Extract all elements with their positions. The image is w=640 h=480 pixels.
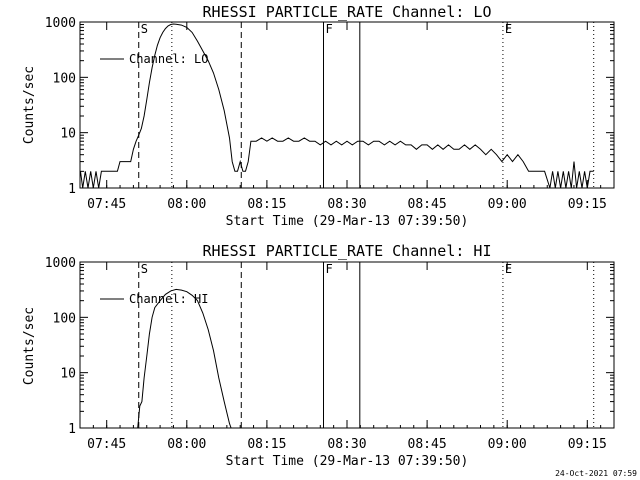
lo-y-tick-label: 1 (68, 182, 76, 197)
hi-series-line (137, 288, 232, 429)
lo-x-tick-label: 09:15 (568, 197, 607, 212)
hi-x-tick-label: 08:00 (167, 437, 206, 452)
hi-plot-frame (79, 261, 615, 429)
hi-legend-label: Channel: HI (129, 292, 208, 306)
hi-y-tick-label: 1 (68, 422, 76, 437)
lo-chart-title: RHESSI PARTICLE_RATE Channel: LO (203, 3, 492, 21)
hi-y-tick-label: 10 (60, 367, 76, 382)
hi-marker-label: F (326, 262, 333, 276)
hi-x-axis-label: Start Time (29-Mar-13 07:39:50) (226, 454, 469, 469)
lo-x-axis-label: Start Time (29-Mar-13 07:39:50) (226, 214, 469, 229)
hi-y-axis-label: Counts/sec (22, 307, 37, 385)
lo-marker-label: F (326, 22, 333, 36)
hi-x-tick-label: 08:30 (327, 437, 366, 452)
hi-y-tick-label: 1000 (45, 256, 76, 271)
lo-x-tick-label: 08:45 (408, 197, 447, 212)
hi-marker-label: E (505, 262, 512, 276)
lo-plot-frame (79, 21, 615, 189)
hi-y-tick-label: 100 (53, 311, 76, 326)
footer-timestamp: 24-Oct-2021 07:59 (555, 469, 637, 478)
lo-channel-panel: RHESSI PARTICLE_RATE Channel: LO Counts/… (22, 3, 615, 229)
hi-chart-title: RHESSI PARTICLE_RATE Channel: HI (203, 242, 492, 260)
lo-x-tick-label: 08:30 (327, 197, 366, 212)
lo-x-tick-label: 08:00 (167, 197, 206, 212)
lo-x-tick-label: 07:45 (87, 197, 126, 212)
hi-x-tick-label: 08:15 (247, 437, 286, 452)
lo-y-tick-label: 100 (53, 71, 76, 86)
hi-x-tick-label: 09:15 (568, 437, 607, 452)
lo-marker-label: S (141, 22, 148, 36)
hi-x-tick-label: 09:00 (488, 437, 527, 452)
hi-marker-label: S (141, 262, 148, 276)
lo-series-line (80, 23, 594, 189)
hi-x-tick-label: 08:45 (408, 437, 447, 452)
hi-x-tick-label: 07:45 (87, 437, 126, 452)
hi-channel-panel: RHESSI PARTICLE_RATE Channel: HI Counts/… (22, 242, 615, 469)
lo-y-tick-label: 1000 (45, 16, 76, 31)
lo-x-tick-label: 09:00 (488, 197, 527, 212)
lo-marker-label: E (505, 22, 512, 36)
lo-y-axis-label: Counts/sec (22, 66, 37, 144)
lo-y-tick-label: 10 (60, 127, 76, 142)
lo-legend-label: Channel: LO (129, 52, 208, 66)
lo-x-tick-label: 08:15 (247, 197, 286, 212)
